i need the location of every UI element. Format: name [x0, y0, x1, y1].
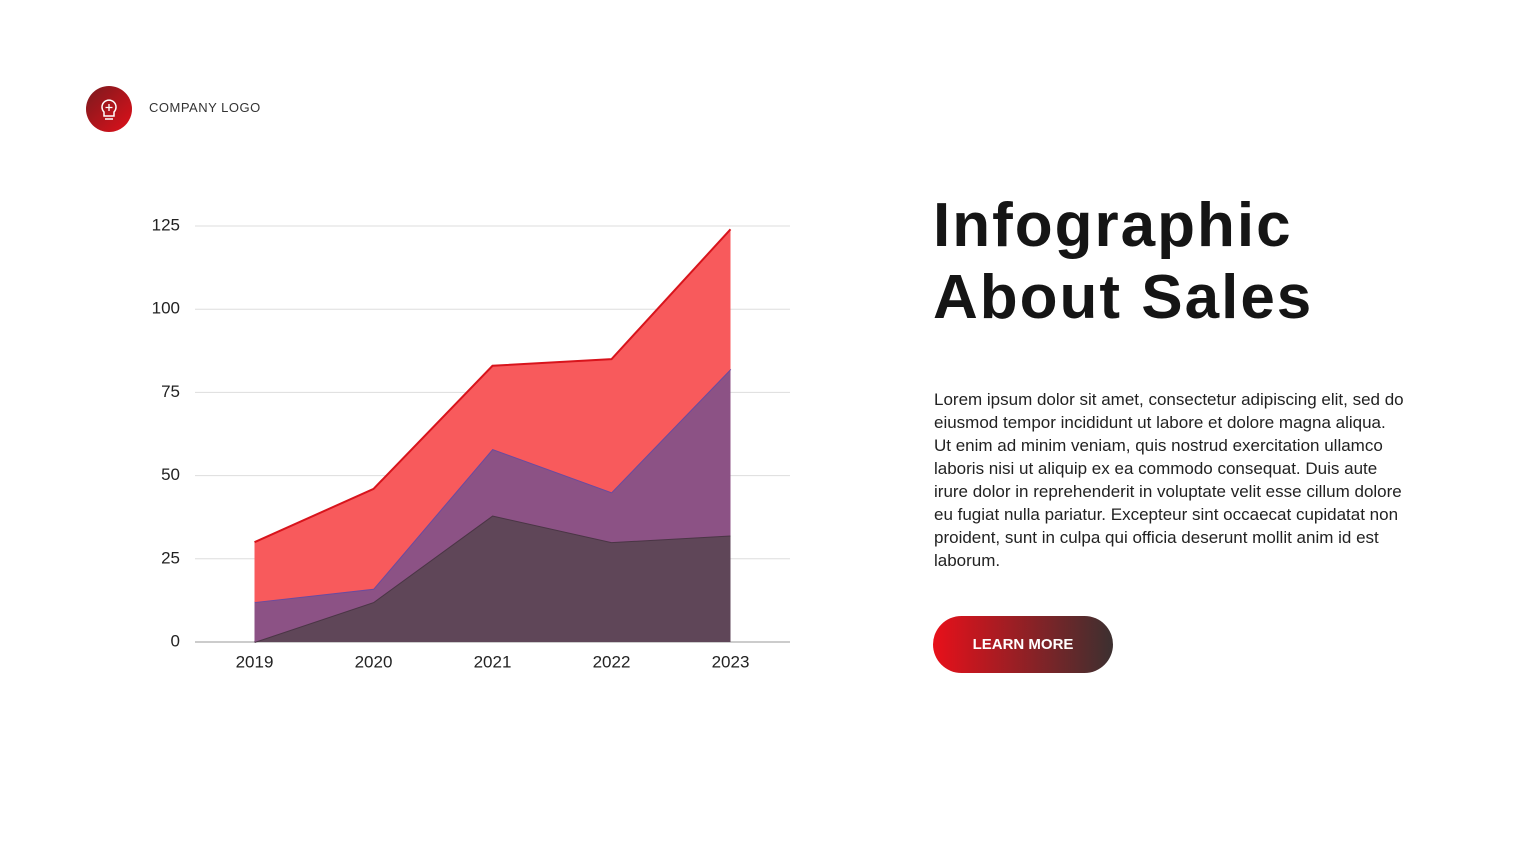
- y-tick-label: 25: [161, 548, 180, 567]
- area-fill: [254, 515, 731, 642]
- x-tick-label: 2020: [355, 652, 393, 671]
- area-line: [254, 228, 732, 544]
- chart: 0 25 50 75 100 125 2019 2020 2021 2022 2023: [152, 215, 790, 671]
- x-tick-label: 2019: [236, 652, 274, 671]
- y-tick-label: 125: [152, 215, 180, 234]
- y-tick-label: 50: [161, 465, 180, 484]
- y-tick-label: 75: [161, 382, 180, 401]
- bulb: [101, 99, 117, 120]
- title: Infographic About Sales: [933, 191, 1314, 332]
- x-tick-label: 2021: [474, 652, 512, 671]
- y-tick-label: 100: [152, 299, 180, 318]
- bulb-plus: [105, 104, 113, 111]
- area-fill: [254, 369, 731, 642]
- x-tick-label: 2023: [712, 652, 750, 671]
- y-tick-label: 0: [171, 631, 180, 650]
- learn-more-button[interactable]: LEARN MORE: [933, 616, 1113, 673]
- logo-text: COMPANY LOGO: [149, 100, 261, 115]
- x-tick-label: 2022: [593, 652, 631, 671]
- body-text: Lorem ipsum dolor sit amet, consectetur …: [934, 390, 1404, 570]
- area-fill: [254, 229, 731, 603]
